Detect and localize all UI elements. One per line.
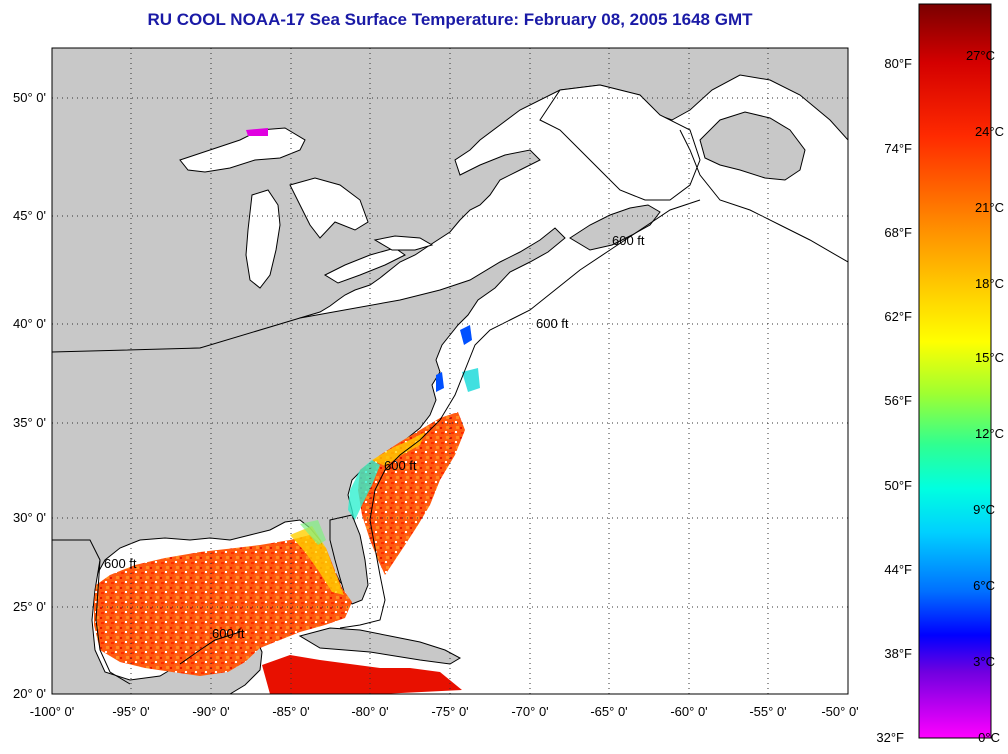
celsius-label: 6°C [973, 578, 995, 593]
lon-label: -95° 0' [112, 704, 149, 719]
lake-ontario [373, 235, 434, 251]
lon-label: -75° 0' [431, 704, 468, 719]
lon-label: -65° 0' [590, 704, 627, 719]
lon-label: -70° 0' [511, 704, 548, 719]
colorbar-ramp [918, 3, 992, 739]
hatteras-cold-patch [436, 372, 444, 392]
longitude-labels: -100° 0' -95° 0' -90° 0' -85° 0' -80° 0'… [30, 704, 859, 719]
gulf-sst [94, 535, 352, 676]
lon-label: -50° 0' [821, 704, 858, 719]
mid-atlantic-cyan-patch [462, 368, 480, 392]
map-title: RU COOL NOAA-17 Sea Surface Temperature:… [147, 10, 753, 29]
lake-huron [289, 177, 369, 239]
celsius-label: 21°C [975, 200, 1004, 215]
st-lawrence-water [539, 84, 701, 201]
lat-label: 30° 0' [13, 510, 46, 525]
lake-erie [323, 247, 406, 284]
celsius-label: 15°C [975, 350, 1004, 365]
lat-label: 40° 0' [13, 316, 46, 331]
celsius-label: 9°C [973, 502, 995, 517]
celsius-label: 24°C [975, 124, 1004, 139]
chesapeake-cold-patch [460, 325, 472, 345]
lat-label: 50° 0' [13, 90, 46, 105]
celsius-label: 27°C [966, 48, 995, 63]
florida-land [329, 514, 369, 605]
contour-label-4: 600 ft [104, 556, 137, 571]
fahrenheit-label: 56°F [884, 393, 912, 408]
fahrenheit-label: 44°F [884, 562, 912, 577]
fahrenheit-label: 38°F [884, 646, 912, 661]
celsius-label: 18°C [975, 276, 1004, 291]
shelf-yellow-sst [372, 432, 425, 466]
celsius-label: 3°C [973, 654, 995, 669]
gulf-coastal-green [300, 520, 326, 545]
map-panel: 600 ft 600 ft 600 ft 600 ft 600 ft [52, 48, 848, 694]
cuba-land [298, 627, 462, 665]
lat-label: 20° 0' [13, 686, 46, 701]
fahrenheit-label: 32°F [876, 730, 904, 745]
lake-superior-warm-patch [246, 128, 268, 136]
lake-superior [179, 127, 306, 173]
lon-label: -80° 0' [351, 704, 388, 719]
lake-michigan [245, 189, 281, 289]
caribbean-sst [262, 655, 462, 694]
lon-label: -55° 0' [749, 704, 786, 719]
lat-label: 45° 0' [13, 208, 46, 223]
latitude-labels: 50° 0' 45° 0' 40° 0' 35° 0' 30° 0' 25° 0… [13, 90, 46, 701]
lon-label: -85° 0' [272, 704, 309, 719]
colorbar: 80°F 74°F 68°F 62°F 56°F 50°F 44°F 38°F … [876, 3, 1004, 745]
celsius-label: 0°C [978, 730, 1000, 745]
celsius-scale: 27°C 24°C 21°C 18°C 15°C 12°C 9°C 6°C 3°… [966, 48, 1004, 745]
fahrenheit-label: 80°F [884, 56, 912, 71]
lat-label: 25° 0' [13, 599, 46, 614]
contour-label-5: 600 ft [212, 626, 245, 641]
lon-label: -60° 0' [670, 704, 707, 719]
contour-label-3: 600 ft [384, 458, 417, 473]
contour-600ft [95, 129, 848, 685]
shelf-cool-sst [348, 460, 380, 520]
newfoundland-land [699, 111, 806, 181]
fahrenheit-label: 68°F [884, 225, 912, 240]
fahrenheit-label: 62°F [884, 309, 912, 324]
contour-label-1: 600 ft [612, 233, 645, 248]
lat-label: 35° 0' [13, 415, 46, 430]
lon-label: -90° 0' [192, 704, 229, 719]
fahrenheit-scale: 80°F 74°F 68°F 62°F 56°F 50°F 44°F 38°F … [876, 56, 912, 745]
lon-label: -100° 0' [30, 704, 75, 719]
northeast-land [52, 227, 566, 694]
gulf-coastal-yellow [290, 526, 344, 595]
celsius-label: 12°C [975, 426, 1004, 441]
map-border [51, 47, 849, 695]
fahrenheit-label: 50°F [884, 478, 912, 493]
fahrenheit-label: 74°F [884, 141, 912, 156]
